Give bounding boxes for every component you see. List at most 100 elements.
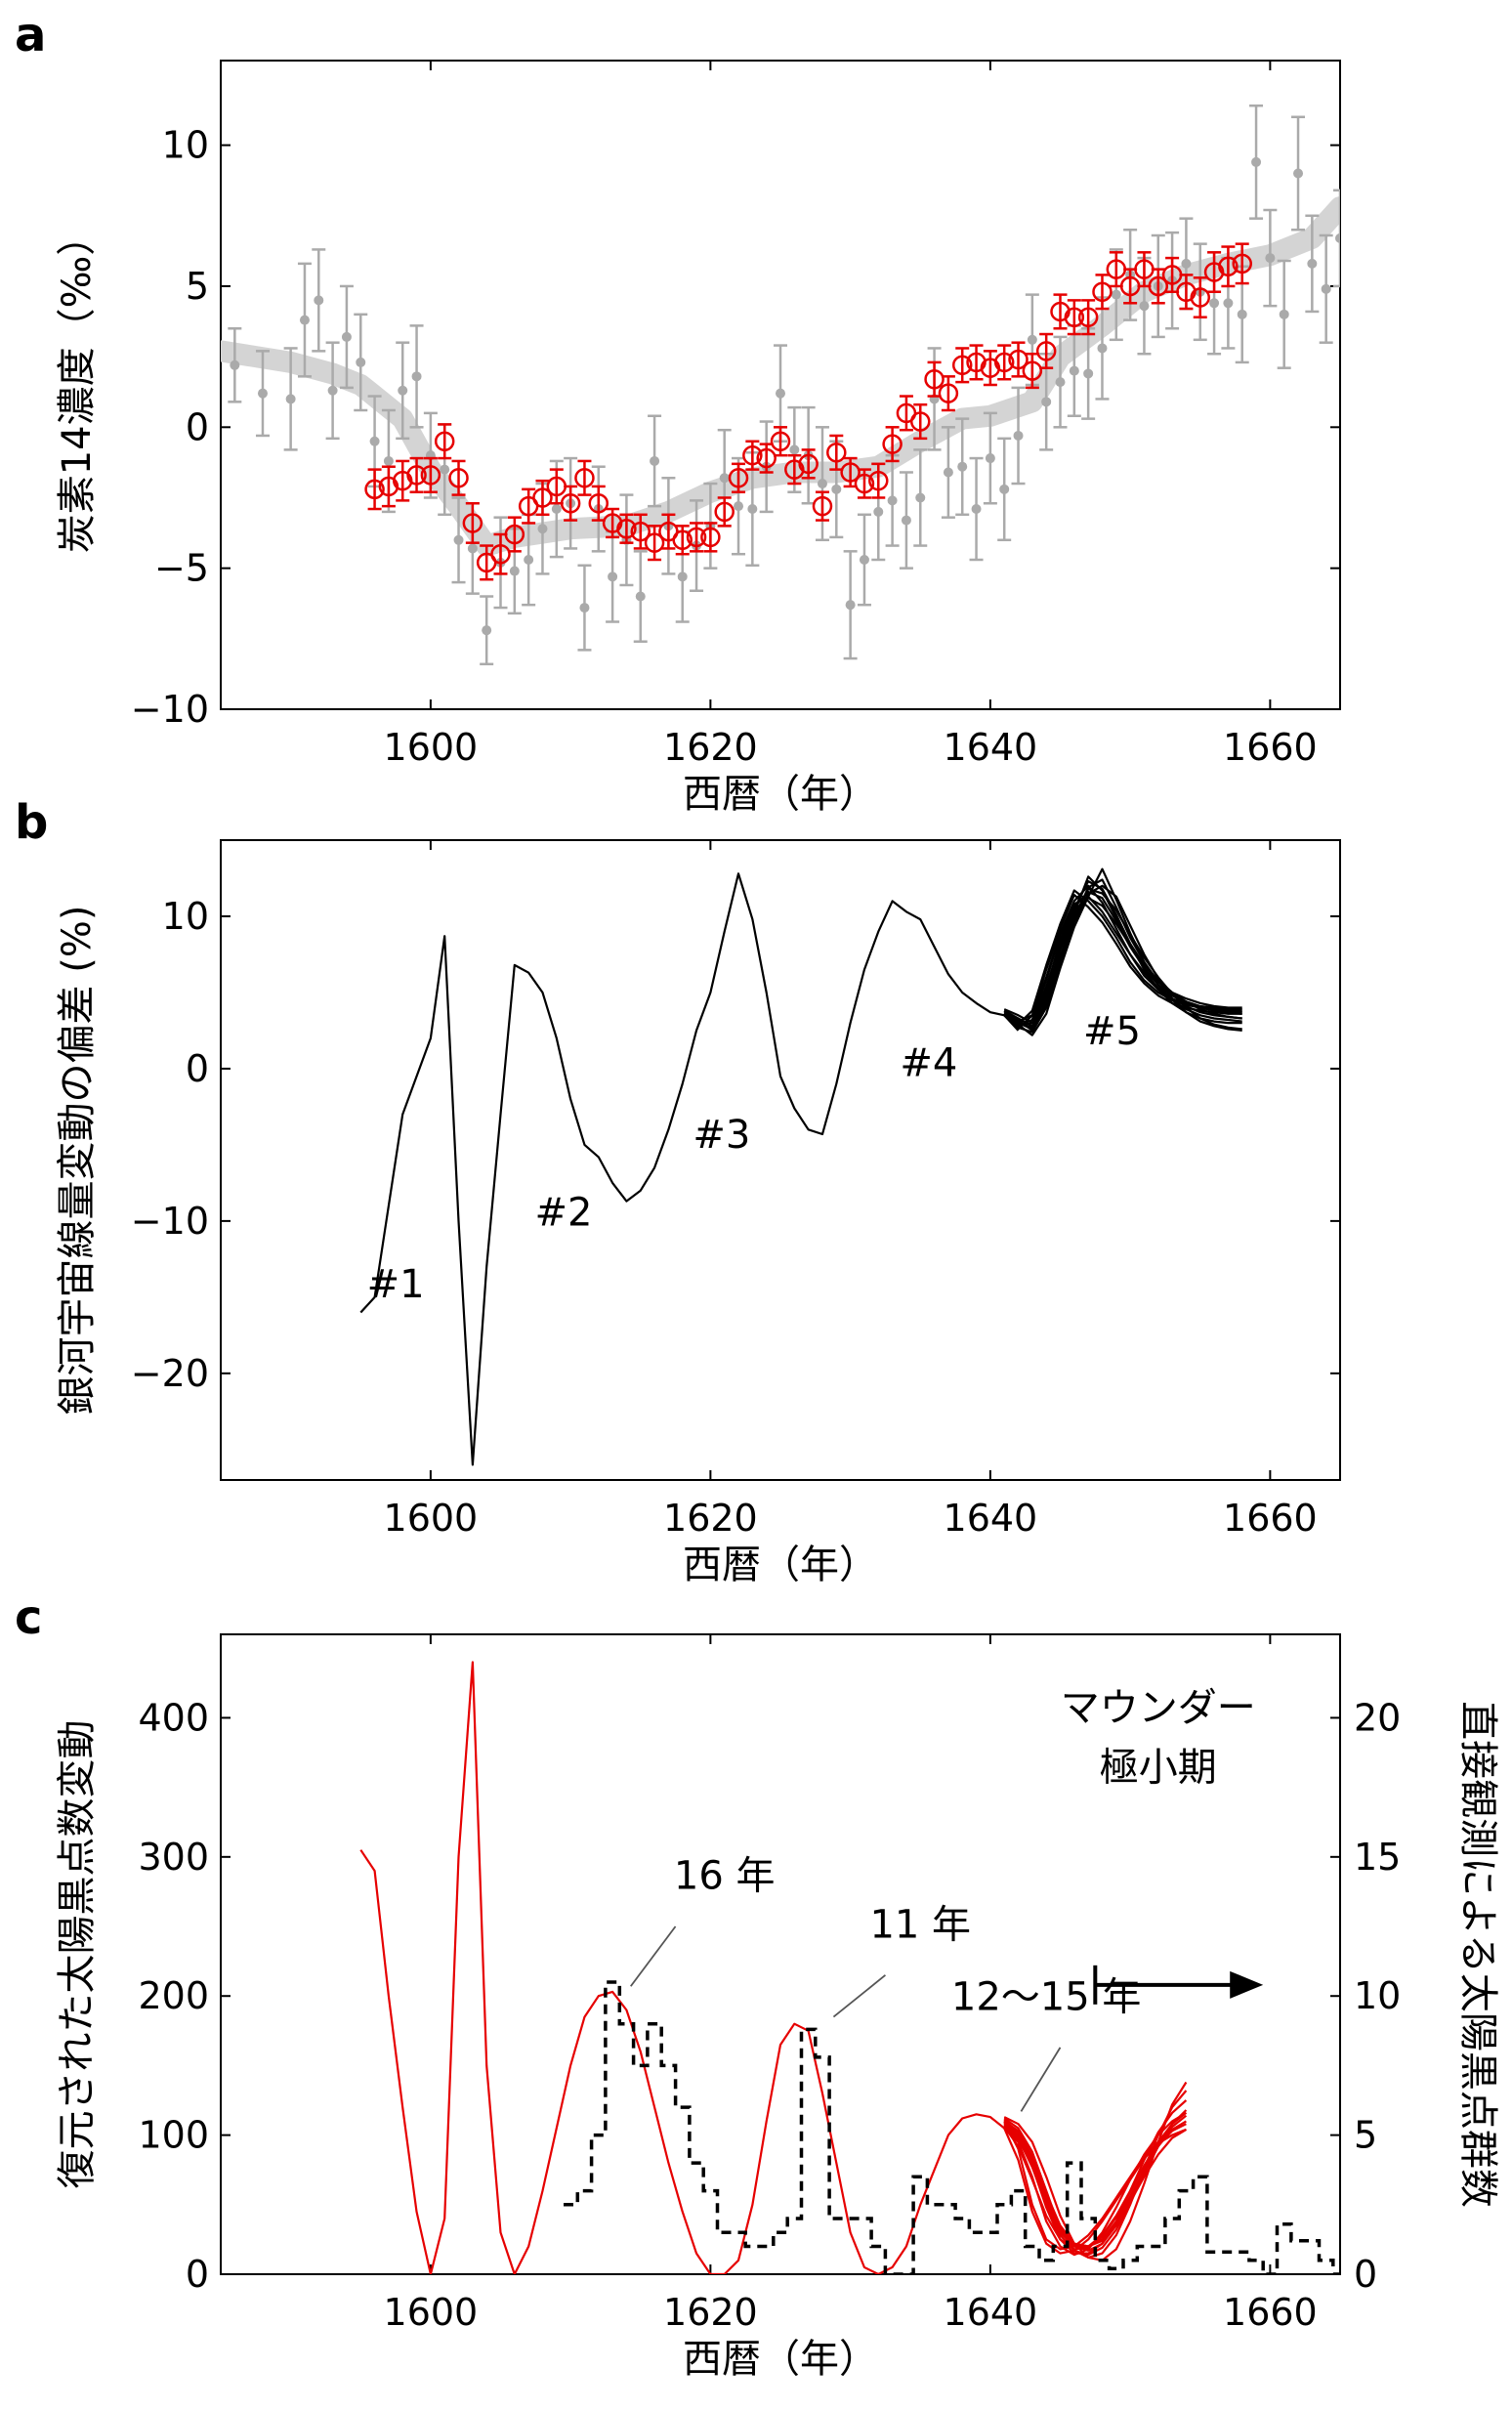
panel-a-grey-marker (873, 506, 884, 517)
panel-a-red-point (560, 485, 581, 522)
panel-c-leader-11 (832, 1974, 887, 2018)
panel-c-y-tick-label: 0 (186, 2253, 209, 2296)
panel-a-grey-marker (299, 315, 310, 325)
panel-a-red-point (462, 502, 483, 544)
panel-b-y-tick-label: −20 (131, 1352, 209, 1395)
panel-a-grey-point (283, 347, 298, 451)
panel-a-x-axis-label: 西暦（年） (683, 772, 878, 817)
panel-a-grey-point (451, 496, 466, 584)
panel-a-y-tick-label: 10 (162, 124, 209, 167)
panel-b-cycle-label: #5 (1083, 1009, 1141, 1054)
panel-a-grey-point (1095, 296, 1110, 401)
panel-c-y-axis-label: 復元された太陽黒点数変動 (55, 1720, 100, 2189)
panel-a-red-point (546, 468, 567, 505)
panel-a-red-point (518, 487, 539, 525)
panel-a-grey-marker (1307, 258, 1318, 269)
panel-a-red-point (798, 448, 819, 480)
panel-a-red-point (1176, 274, 1197, 311)
panel-a-grey-marker (341, 331, 352, 342)
panel-c-leader-12-15 (1020, 2047, 1062, 2112)
panel-a-red-point (728, 462, 749, 493)
panel-a-red-point (742, 440, 763, 471)
panel-c-x-tick-label: 1640 (944, 2291, 1038, 2334)
panel-a-red-marker (504, 524, 525, 545)
panel-c-y2-tick-label: 20 (1354, 1696, 1401, 1739)
panel-a-grey-marker (1251, 156, 1262, 167)
panel-a-y-tick-label: −5 (154, 547, 209, 590)
panel-a-grey-point (409, 324, 424, 429)
panel-a-red-marker (1064, 307, 1085, 327)
panel-a-red-point (420, 456, 441, 493)
panel-a-red-marker (993, 352, 1015, 373)
panel-a-red-marker (364, 479, 385, 500)
panel-a-grey-marker (440, 464, 450, 475)
panel-a-red-point (868, 462, 889, 499)
panel-a-red-point (993, 344, 1015, 381)
panel-a-grey-point (815, 426, 829, 542)
panel-a-grey-marker (734, 501, 744, 512)
panel-a-grey-marker (551, 504, 562, 515)
panel-a-grey-point (255, 350, 270, 438)
panel-a-grey-point (1081, 327, 1096, 420)
panel-c-y-tick-label: 200 (138, 1974, 209, 2017)
panel-a-red-marker (532, 487, 553, 508)
panel-a-red-point (1035, 332, 1057, 369)
panel-a-grey-marker (383, 455, 394, 466)
panel-a-red-point (700, 522, 721, 553)
panel-a-grey-point (1277, 259, 1291, 369)
panel-a-grey-point (1333, 189, 1340, 288)
panel-a-red-marker (840, 462, 861, 483)
panel-b-plot: 1600 1620 1640 1660 −20 −10 0 10 西暦（年） 銀河宇宙線量変動の偏… (55, 839, 1341, 1587)
panel-c-y2-tick-label: 0 (1354, 2253, 1377, 2296)
panel-c-x-tick-label: 1660 (1223, 2291, 1318, 2334)
panel-a-red-point (616, 513, 637, 544)
panel-a-red-marker (812, 495, 833, 517)
panel-a-grey-marker (327, 385, 338, 396)
panel-a-grey-marker (285, 394, 296, 404)
panel-a-red-point (532, 479, 553, 517)
panel-a-x-tick-label: 1640 (944, 726, 1038, 769)
panel-a-grey-point (913, 448, 928, 547)
panel-a-red-point (980, 350, 1001, 387)
panel-c-arrow-head (1230, 1970, 1264, 1999)
panel-a-grey-point (297, 262, 312, 378)
panel-a-grey-marker (1083, 368, 1094, 379)
panel-a-grey-marker (1237, 309, 1247, 319)
panel-a-red-marker (882, 434, 903, 454)
panel-a-red-point (364, 468, 385, 511)
panel-c-ensemble-curve (1003, 2111, 1188, 2251)
panel-a-grey-marker (1265, 253, 1276, 264)
panel-a-red-point (672, 525, 693, 556)
panel-a-grey-marker (859, 554, 869, 565)
panel-a-grey-point (228, 327, 242, 403)
panel-c-period-11-label: 11 年 (869, 1902, 971, 1947)
panel-a-red-marker (826, 443, 847, 463)
panel-a-red-point (951, 347, 973, 384)
panel-a-grey-point (745, 451, 760, 568)
panel-a-red-point (504, 516, 525, 553)
panel-a-grey-marker (1321, 283, 1331, 294)
panel-a: a 1600 1620 1640 1660 −10 −5 0 5 10 西暦（年） 炭素14濃度（‰… (15, 8, 1341, 817)
panel-a-y-tick-label: 5 (186, 265, 209, 308)
panel-b-ensemble-curve (1003, 895, 1242, 1028)
panel-a-grey-marker (467, 543, 478, 554)
panel-a-grey-point (787, 405, 802, 493)
panel-a-grey-marker (719, 473, 730, 484)
panel-a-red-point (1064, 299, 1085, 336)
panel-a-red-point (1218, 245, 1239, 288)
panel-b-x-axis-label: 西暦（年） (683, 1543, 878, 1587)
panel-a-grey-marker (608, 571, 618, 582)
panel-a-red-point (434, 423, 455, 460)
panel-a-red-marker (588, 493, 609, 514)
panel-c-x-tick-label: 1600 (384, 2291, 479, 2334)
panel-a-red-marker (770, 431, 791, 451)
panel-b-plot-frame (220, 839, 1341, 1481)
panel-a-grey-point (325, 341, 340, 441)
panel-c-period-12-15-label: 12～15 年 (951, 1974, 1142, 2019)
panel-a-red-marker (1022, 360, 1043, 381)
panel-a-grey-marker (999, 484, 1010, 494)
panel-a-grey-point (843, 550, 858, 660)
panel-a-red-marker (686, 527, 707, 548)
panel-a-grey-point (941, 426, 955, 519)
panel-a-red-marker (728, 468, 749, 488)
